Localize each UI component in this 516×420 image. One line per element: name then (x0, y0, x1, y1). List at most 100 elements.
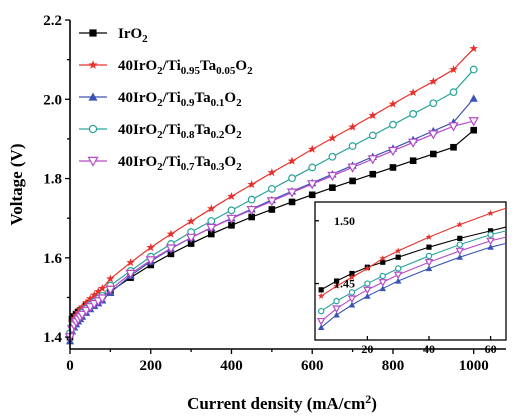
series-40iro2-ti0-8ta0-2o2-point (207, 217, 216, 225)
series-40iro2-ti0-7ta0-3o2-point (468, 117, 479, 127)
series-40iro2-ti0-95ta0-05o2-point (307, 144, 317, 153)
legend-label: 40IrO2/Ti0.95Ta0.05O2 (118, 58, 253, 77)
series-iro2-point (349, 177, 356, 185)
series-40iro2-ti0-95ta0-05o2-point (267, 168, 277, 177)
inset-series-40iro2-ti0-8ta0-2o2-line (320, 230, 507, 312)
inset-x-tick-label: 40 (423, 342, 435, 356)
main-plot: 0 200 400 600 800 1000 1.4 1.6 1.8 2.0 2.2 Current … (7, 13, 506, 413)
series-40iro2-ti0-8ta0-2o2-point (469, 65, 478, 74)
inset-y-tick-label: 1.50 (334, 214, 355, 228)
inset-series-40iro2-ti0-95ta0-05o2-line (320, 207, 507, 297)
inset-series-40iro2-ti0-8ta0-2o2-point (364, 280, 371, 287)
y-tick-label: 2.2 (43, 13, 62, 29)
x-tick-label: 400 (220, 358, 243, 374)
series-40iro2-ti0-7ta0-3o2-point (185, 233, 197, 243)
inset-series-40iro2-ti0-8ta0-2o2-point (487, 231, 494, 238)
x-axis-title: Current density (mA/cm2) (187, 392, 377, 413)
inset-series-40iro2-ti0-9ta0-1o2-point (456, 253, 464, 260)
inset-series-40iro2-ti0-7ta0-3o2-point (316, 317, 326, 326)
series-40iro2-ti0-95ta0-05o2-point (146, 243, 155, 252)
x-tick-label: 800 (382, 358, 405, 374)
series-40iro2-ti0-7ta0-3o2-point (387, 146, 399, 157)
series-40iro2-ti0-7ta0-3o2-point (105, 285, 116, 295)
inset-series-40iro2-ti0-95ta0-05o2-point (425, 233, 433, 240)
series-40iro2-ti0-95ta0-05o2-point (98, 283, 107, 292)
inset-series-40iro2-ti0-9ta0-1o2-point (379, 285, 387, 292)
series-iro2-point (369, 170, 377, 178)
series-40iro2-ti0-7ta0-3o2-point (327, 171, 338, 182)
inset-series-40iro2-ti0-8ta0-2o2-point (456, 241, 463, 248)
series-40iro2-ti0-8ta0-2o2-point (409, 110, 418, 118)
legend-item: 40IrO2/Ti0.7Ta0.3O2 (79, 154, 242, 173)
series-iro2-point (167, 250, 175, 258)
series-iro2-point (288, 198, 296, 206)
series-40iro2-ti0-95ta0-05o2-point (388, 99, 398, 108)
inset-series-40iro2-ti0-95ta0-05o2-point (317, 292, 325, 299)
x-tick-label: 0 (66, 358, 74, 374)
inset-series-40iro2-ti0-7ta0-3o2-point (363, 286, 372, 295)
inset-series-40iro2-ti0-9ta0-1o2-point (317, 324, 325, 331)
series-40iro2-ti0-95ta0-05o2-point (89, 290, 99, 299)
series-iro2-point (329, 184, 336, 191)
legend-label: 40IrO2/Ti0.9Ta0.1O2 (118, 90, 242, 109)
series-40iro2-ti0-7ta0-3o2-point (165, 244, 177, 254)
inset-series-40iro2-ti0-7ta0-3o2-point (486, 237, 495, 246)
series-40iro2-ti0-95ta0-05o2-point (186, 216, 196, 225)
series-40iro2-ti0-8ta0-2o2-point (429, 99, 438, 108)
inset-series-40iro2-ti0-8ta0-2o2-point (425, 252, 433, 260)
inset-x-tick-label: 60 (485, 342, 497, 356)
inset-series-40iro2-ti0-95ta0-05o2-point (379, 254, 387, 262)
series-iro2-point (470, 126, 478, 134)
legend-item: 40IrO2/Ti0.8Ta0.2O2 (79, 122, 242, 141)
series-40iro2-ti0-7ta0-3o2-point (226, 214, 237, 224)
inset-series-40iro2-ti0-95ta0-05o2-point (348, 273, 356, 281)
series-40iro2-ti0-7ta0-3o2-point (246, 205, 257, 216)
inset-series-iro2-point (457, 235, 463, 241)
inset-series-iro2-point (426, 244, 432, 250)
series-40iro2-ti0-7ta0-3o2-point (125, 269, 136, 280)
series-40iro2-ti0-95ta0-05o2-point (94, 287, 103, 296)
series-40iro2-ti0-8ta0-2o2-point (288, 174, 296, 183)
y-tick-label: 1.6 (43, 251, 62, 267)
series-40iro2-ti0-7ta0-3o2-point (145, 256, 156, 266)
y-axis-title: Voltage (V) (7, 144, 26, 226)
y-tick-label: 2.0 (43, 92, 62, 108)
series-iro2-point (389, 164, 397, 171)
inset-series-40iro2-ti0-8ta0-2o2-point (379, 272, 386, 280)
y-tick-label: 1.8 (43, 172, 62, 188)
inset-series-40iro2-ti0-8ta0-2o2-point (348, 289, 356, 296)
legend-marker (88, 124, 98, 134)
legend-marker (89, 29, 97, 37)
inset-series-iro2-line (320, 226, 507, 291)
inset-series-40iro2-ti0-9ta0-1o2-point (333, 311, 340, 318)
series-iro2-point (207, 230, 215, 238)
series-iro2-point (268, 206, 276, 213)
series-40iro2-ti0-95ta0-05o2-point (368, 111, 378, 120)
series-40iro2-ti0-7ta0-3o2-point (286, 188, 298, 198)
inset-frame (314, 201, 507, 341)
legend-marker (88, 92, 98, 101)
series-40iro2-ti0-95ta0-05o2-point (227, 191, 236, 200)
inset-y-tick-label: 1.45 (334, 277, 355, 291)
series-iro2-point (450, 143, 457, 151)
series-40iro2-ti0-7ta0-3o2-point (347, 163, 358, 173)
series-40iro2-ti0-8ta0-2o2-point (348, 142, 357, 150)
legend-label: 40IrO2/Ti0.8Ta0.2O2 (118, 122, 242, 141)
inset-x-tick-label: 20 (361, 342, 373, 356)
inset-plot: 20 40 60 1.45 1.50 (314, 201, 507, 356)
series-40iro2-ti0-95ta0-05o2-point (408, 88, 418, 97)
series-40iro2-ti0-95ta0-05o2-point (328, 133, 337, 142)
inset-series-iro2-point (395, 254, 401, 260)
series-40iro2-ti0-7ta0-3o2-point (97, 294, 108, 304)
inset-series-iro2-point (349, 270, 355, 277)
series-40iro2-ti0-7ta0-3o2-point (81, 306, 92, 316)
y-tick-label: 1.4 (43, 330, 62, 346)
inset-series-40iro2-ti0-7ta0-3o2-point (378, 279, 388, 287)
legend-marker (88, 60, 98, 69)
series-40iro2-ti0-95ta0-05o2-point (449, 65, 458, 74)
inset-series-40iro2-ti0-9ta0-1o2-point (487, 243, 494, 250)
series-40iro2-ti0-8ta0-2o2-point (389, 120, 397, 129)
inset-series-group (316, 207, 507, 331)
